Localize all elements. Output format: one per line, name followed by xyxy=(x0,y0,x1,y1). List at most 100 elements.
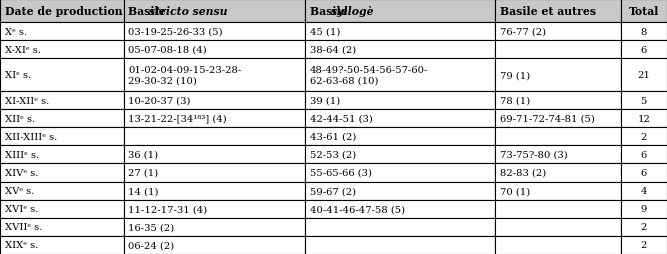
Text: 2: 2 xyxy=(640,223,647,231)
Bar xyxy=(124,182,305,200)
Text: 55-65-66 (3): 55-65-66 (3) xyxy=(309,168,372,177)
Text: XII-XIIIᵉ s.: XII-XIIIᵉ s. xyxy=(5,132,57,141)
Text: 2: 2 xyxy=(640,241,647,249)
Bar xyxy=(124,92,305,110)
Text: 2: 2 xyxy=(640,132,647,141)
Bar xyxy=(124,23,305,41)
Bar xyxy=(0,0,124,23)
Bar xyxy=(495,146,620,164)
Bar xyxy=(620,59,667,92)
Text: XIᵉ s.: XIᵉ s. xyxy=(5,71,31,80)
Text: 43-61 (2): 43-61 (2) xyxy=(309,132,356,141)
Text: XIVᵉ s.: XIVᵉ s. xyxy=(5,168,38,177)
Bar xyxy=(124,0,305,23)
Text: 06-24 (2): 06-24 (2) xyxy=(128,241,175,249)
Bar xyxy=(495,92,620,110)
Text: XI-XIIᵉ s.: XI-XIIᵉ s. xyxy=(5,96,49,105)
Text: Date de production: Date de production xyxy=(5,6,122,17)
Bar xyxy=(620,146,667,164)
Text: 79 (1): 79 (1) xyxy=(500,71,530,80)
Bar xyxy=(620,218,667,236)
Bar xyxy=(495,0,620,23)
Bar xyxy=(495,164,620,182)
Text: 70 (1): 70 (1) xyxy=(500,186,530,195)
Text: 40-41-46-47-58 (5): 40-41-46-47-58 (5) xyxy=(309,204,405,213)
Bar xyxy=(0,236,124,254)
Bar xyxy=(0,110,124,128)
Bar xyxy=(0,41,124,59)
Text: XIIIᵉ s.: XIIIᵉ s. xyxy=(5,150,39,159)
Bar xyxy=(305,218,495,236)
Text: XIXᵉ s.: XIXᵉ s. xyxy=(5,241,38,249)
Text: 9: 9 xyxy=(640,204,647,213)
Text: 6: 6 xyxy=(641,168,647,177)
Text: 73-75?-80 (3): 73-75?-80 (3) xyxy=(500,150,568,159)
Bar xyxy=(495,110,620,128)
Text: 6: 6 xyxy=(641,150,647,159)
Text: 59-67 (2): 59-67 (2) xyxy=(309,186,356,195)
Bar xyxy=(305,128,495,146)
Bar xyxy=(124,236,305,254)
Text: 03-19-25-26-33 (5): 03-19-25-26-33 (5) xyxy=(128,28,223,37)
Bar xyxy=(305,182,495,200)
Bar xyxy=(124,59,305,92)
Bar xyxy=(0,164,124,182)
Text: 21: 21 xyxy=(638,71,650,80)
Bar xyxy=(0,218,124,236)
Bar xyxy=(620,164,667,182)
Bar xyxy=(0,128,124,146)
Bar xyxy=(0,200,124,218)
Bar xyxy=(305,41,495,59)
Text: 14 (1): 14 (1) xyxy=(128,186,159,195)
Text: XVIᵉ s.: XVIᵉ s. xyxy=(5,204,38,213)
Text: Basile et autres: Basile et autres xyxy=(500,6,596,17)
Text: XIIᵉ s.: XIIᵉ s. xyxy=(5,114,35,123)
Bar xyxy=(124,218,305,236)
Text: 01-02-04-09-15-23-28-
29-30-32 (10): 01-02-04-09-15-23-28- 29-30-32 (10) xyxy=(128,66,241,85)
Bar xyxy=(495,128,620,146)
Bar xyxy=(305,59,495,92)
Text: X-XIᵉ s.: X-XIᵉ s. xyxy=(5,46,41,55)
Bar xyxy=(0,23,124,41)
Bar xyxy=(495,200,620,218)
Bar xyxy=(0,59,124,92)
Bar xyxy=(620,41,667,59)
Text: 4: 4 xyxy=(640,186,647,195)
Text: syllogè: syllogè xyxy=(331,6,373,17)
Text: XVIIᵉ s.: XVIIᵉ s. xyxy=(5,223,42,231)
Text: 78 (1): 78 (1) xyxy=(500,96,530,105)
Bar xyxy=(305,23,495,41)
Text: 45 (1): 45 (1) xyxy=(309,28,340,37)
Bar xyxy=(124,128,305,146)
Text: Xᵉ s.: Xᵉ s. xyxy=(5,28,27,37)
Bar xyxy=(124,146,305,164)
Text: 5: 5 xyxy=(640,96,647,105)
Text: stricto sensu: stricto sensu xyxy=(149,6,227,17)
Text: 13-21-22-[34¹⁸³] (4): 13-21-22-[34¹⁸³] (4) xyxy=(128,114,227,123)
Bar xyxy=(124,41,305,59)
Bar xyxy=(305,0,495,23)
Text: Basile: Basile xyxy=(309,6,352,17)
Bar xyxy=(495,41,620,59)
Text: 27 (1): 27 (1) xyxy=(128,168,159,177)
Bar xyxy=(620,128,667,146)
Text: XVᵉ s.: XVᵉ s. xyxy=(5,186,34,195)
Bar xyxy=(495,59,620,92)
Text: Total: Total xyxy=(628,6,659,17)
Text: 38-64 (2): 38-64 (2) xyxy=(309,46,356,55)
Text: 82-83 (2): 82-83 (2) xyxy=(500,168,546,177)
Bar xyxy=(620,23,667,41)
Bar xyxy=(305,236,495,254)
Bar xyxy=(620,92,667,110)
Bar xyxy=(495,182,620,200)
Bar xyxy=(620,0,667,23)
Text: 69-71-72-74-81 (5): 69-71-72-74-81 (5) xyxy=(500,114,595,123)
Bar xyxy=(305,92,495,110)
Text: 48-49?-50-54-56-57-60-
62-63-68 (10): 48-49?-50-54-56-57-60- 62-63-68 (10) xyxy=(309,66,428,85)
Bar xyxy=(305,200,495,218)
Text: 52-53 (2): 52-53 (2) xyxy=(309,150,356,159)
Text: 11-12-17-31 (4): 11-12-17-31 (4) xyxy=(128,204,207,213)
Bar xyxy=(620,110,667,128)
Text: 76-77 (2): 76-77 (2) xyxy=(500,28,546,37)
Bar xyxy=(0,182,124,200)
